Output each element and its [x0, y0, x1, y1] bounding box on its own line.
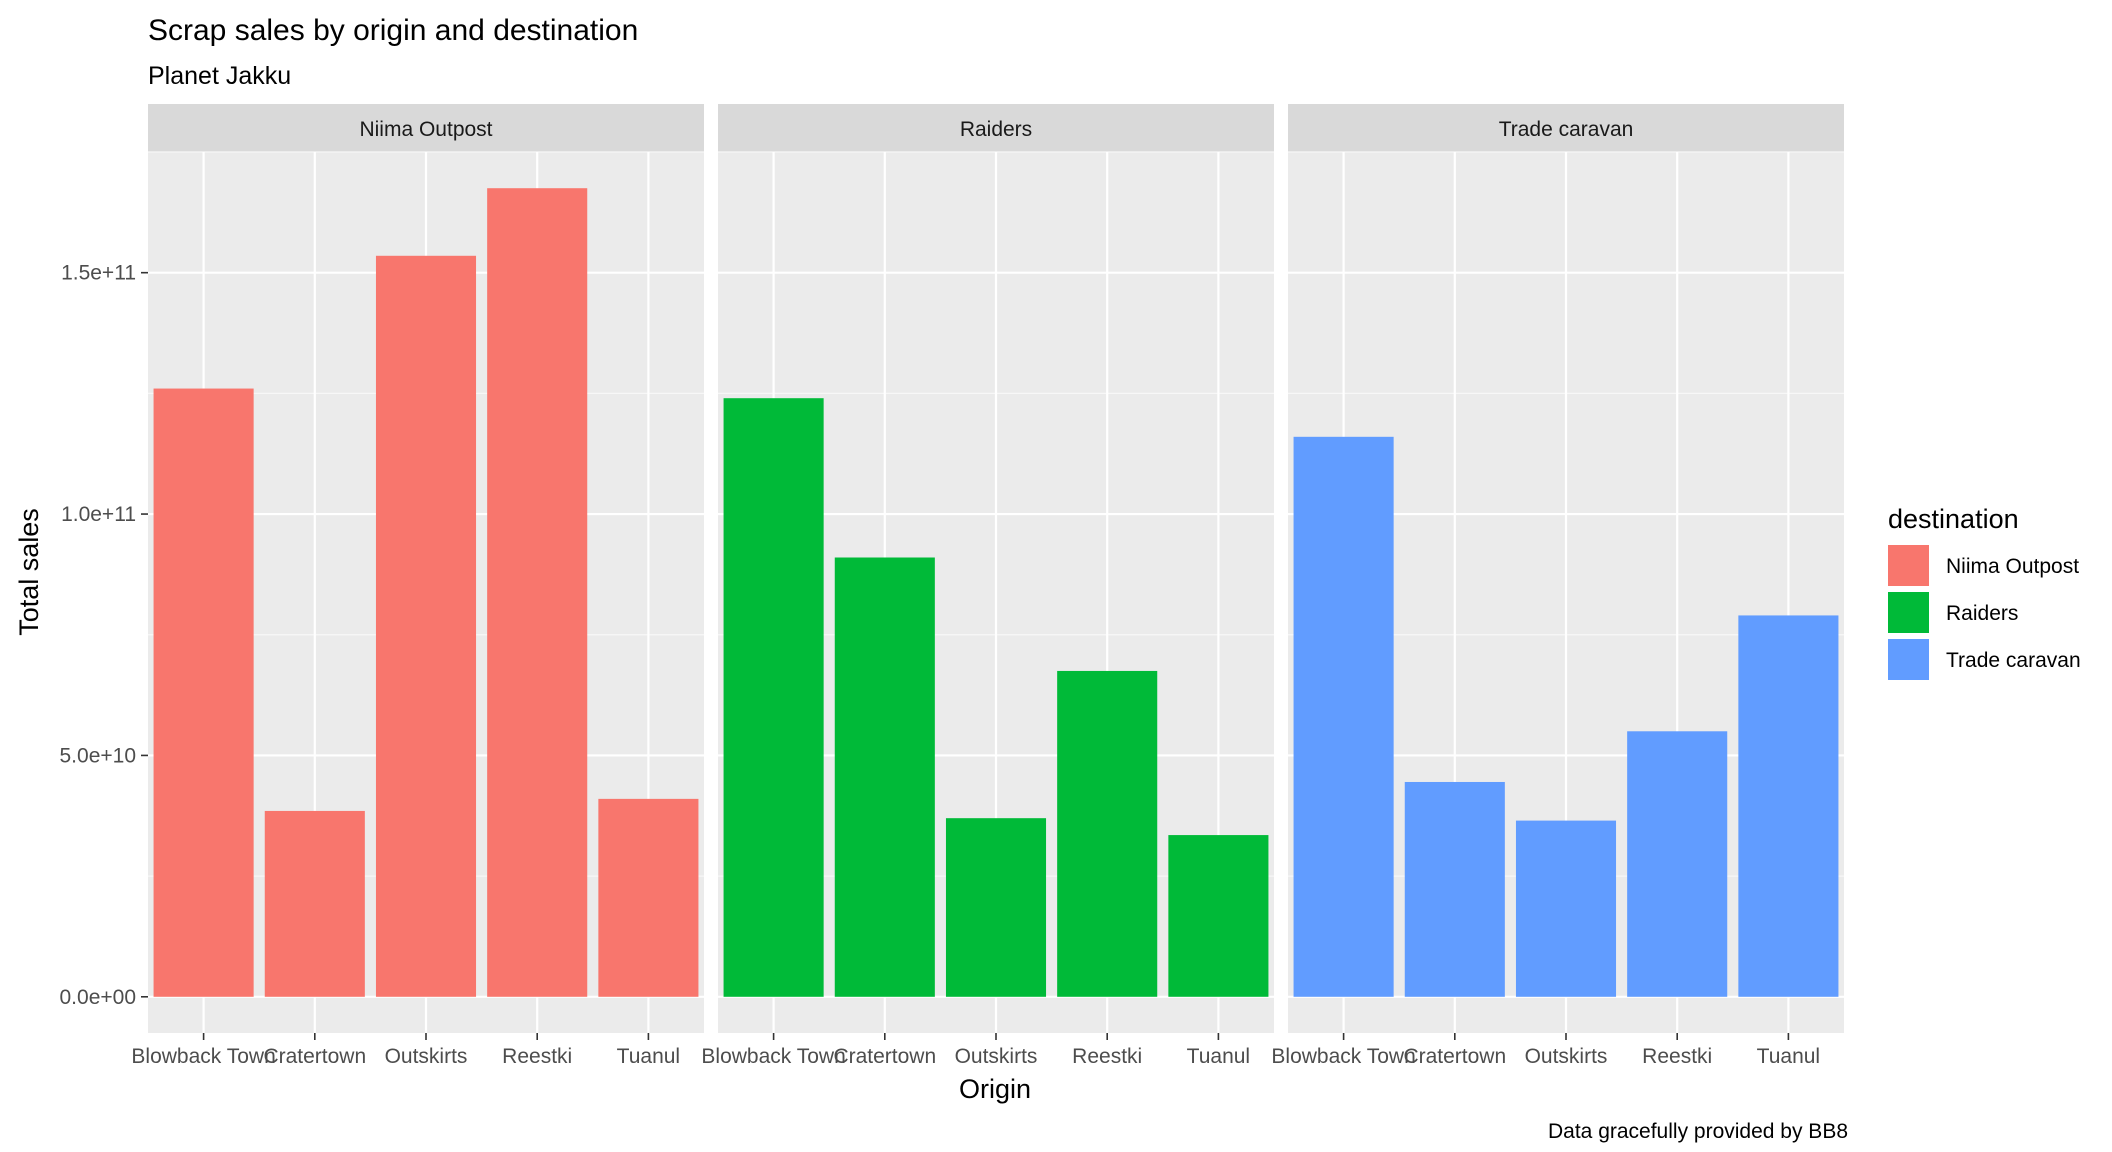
y-tick-label: 5.0e+10 — [60, 744, 137, 767]
x-tick-label: Reestki — [1642, 1045, 1712, 1068]
legend-label: Raiders — [1946, 602, 2018, 625]
bar — [1057, 670, 1158, 997]
bar — [487, 188, 588, 997]
bar — [598, 798, 699, 997]
legend-key — [1888, 592, 1929, 633]
x-tick-label: Outskirts — [385, 1045, 468, 1068]
x-tick-label: Blowback Town — [701, 1045, 845, 1068]
y-axis: 0.0e+00 5.0e+10 1.0e+11 1.5e+11 — [60, 262, 148, 1009]
x-tick-label: Cratertown — [1403, 1045, 1506, 1068]
x-tick-label: Tuanul — [1187, 1045, 1250, 1068]
facet-strip-label: Raiders — [960, 118, 1032, 141]
x-tick-label: Blowback Town — [1271, 1045, 1415, 1068]
chart-title: Scrap sales by origin and destination — [148, 14, 638, 47]
bar — [375, 255, 477, 997]
bar — [834, 557, 935, 997]
x-tick-label: Blowback Town — [131, 1045, 275, 1068]
bar — [945, 818, 1047, 997]
legend: destination Niima Outpost Raiders Trade ca… — [1888, 504, 2081, 680]
bar — [1168, 835, 1269, 997]
y-axis-title: Total sales — [14, 508, 44, 636]
x-tick-label: Outskirts — [955, 1045, 1038, 1068]
bar — [1404, 781, 1505, 997]
x-tick-label: Tuanul — [1757, 1045, 1820, 1068]
y-tick-label: 0.0e+00 — [60, 986, 137, 1009]
bar — [1627, 731, 1728, 997]
legend-key — [1888, 639, 1929, 680]
bar — [1738, 615, 1839, 997]
x-tick-label: Outskirts — [1525, 1045, 1608, 1068]
bar — [1515, 820, 1617, 997]
x-tick-label: Tuanul — [617, 1045, 680, 1068]
x-tick-label: Reestki — [502, 1045, 572, 1068]
facet-strip-label: Niima Outpost — [359, 118, 492, 141]
x-tick-label: Cratertown — [263, 1045, 366, 1068]
facet-strip — [1288, 104, 1844, 152]
x-tick-label: Reestki — [1072, 1045, 1142, 1068]
legend-label: Trade caravan — [1946, 649, 2081, 672]
bar — [264, 810, 365, 997]
legend-key — [1888, 545, 1929, 586]
chart-subtitle: Planet Jakku — [148, 62, 291, 90]
facet-strip — [718, 104, 1274, 152]
bar — [153, 388, 254, 997]
bar — [1293, 436, 1394, 997]
y-tick-label: 1.0e+11 — [61, 503, 136, 526]
bar — [723, 398, 824, 997]
legend-label: Niima Outpost — [1946, 555, 2079, 578]
chart-caption: Data gracefully provided by BB8 — [1548, 1120, 1848, 1143]
facet-strip-label: Trade caravan — [1499, 118, 1634, 141]
legend-title: destination — [1888, 504, 2019, 534]
y-tick-label: 1.5e+11 — [61, 262, 136, 285]
x-tick-label: Cratertown — [833, 1045, 936, 1068]
facet-strip — [148, 104, 704, 152]
x-axis-title: Origin — [959, 1074, 1031, 1104]
